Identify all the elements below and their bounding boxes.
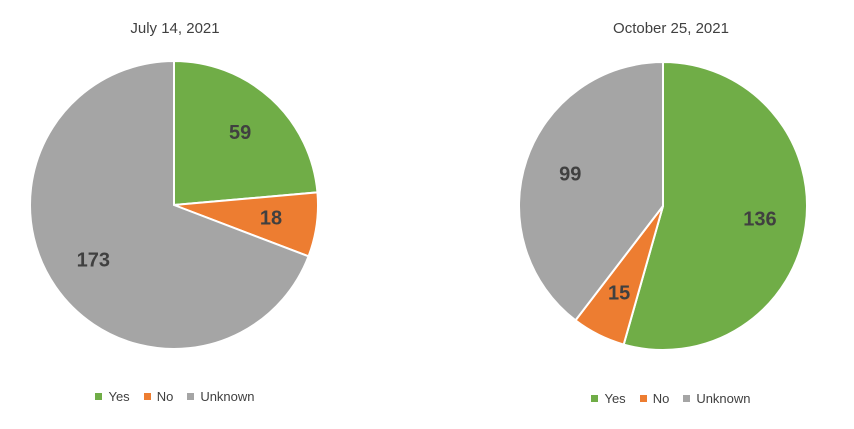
pie-plot-area: 136 15 99 bbox=[518, 60, 808, 351]
pie-slice-unknown bbox=[29, 59, 310, 350]
legend: Yes No Unknown bbox=[488, 391, 854, 406]
legend-label-yes: Yes bbox=[604, 391, 626, 406]
legend-swatch-unknown bbox=[187, 393, 195, 400]
chart-title: July 14, 2021 bbox=[130, 20, 220, 37]
pie-slice-yes bbox=[173, 59, 319, 207]
legend-item-unknown: Unknown bbox=[683, 391, 751, 406]
pie-chart-october: October 25, 2021 136 15 99 Yes No Unknown bbox=[488, 0, 854, 429]
data-label-yes: 136 bbox=[743, 208, 776, 230]
pie-slice-yes bbox=[622, 60, 808, 351]
legend-item-no: No bbox=[143, 389, 174, 404]
legend-label-no: No bbox=[652, 391, 670, 406]
legend-swatch-unknown bbox=[683, 395, 691, 402]
data-label-yes: 59 bbox=[229, 122, 251, 144]
legend-item-yes: Yes bbox=[95, 389, 130, 404]
legend-label-unknown: Unknown bbox=[200, 389, 255, 404]
legend-label-yes: Yes bbox=[108, 389, 130, 404]
legend: Yes No Unknown bbox=[0, 389, 350, 404]
pie-chart-july: July 14, 2021 59 18 173 Yes No Unknown bbox=[0, 0, 350, 429]
legend-label-no: No bbox=[156, 389, 174, 404]
legend-swatch-yes bbox=[591, 395, 599, 402]
legend-swatch-no bbox=[143, 393, 151, 400]
legend-label-unknown: Unknown bbox=[696, 391, 751, 406]
legend-swatch-yes bbox=[95, 393, 103, 400]
legend-item-no: No bbox=[639, 391, 670, 406]
legend-item-yes: Yes bbox=[591, 391, 626, 406]
data-label-unknown: 173 bbox=[77, 250, 110, 272]
data-label-no: 15 bbox=[608, 283, 630, 305]
legend-swatch-no bbox=[639, 395, 647, 402]
data-label-unknown: 99 bbox=[559, 164, 581, 186]
legend-item-unknown: Unknown bbox=[187, 389, 255, 404]
pie-slice-unknown bbox=[518, 60, 664, 322]
chart-title: October 25, 2021 bbox=[613, 20, 729, 37]
data-label-no: 18 bbox=[260, 207, 282, 229]
pie-plot-area: 59 18 173 bbox=[29, 59, 319, 350]
